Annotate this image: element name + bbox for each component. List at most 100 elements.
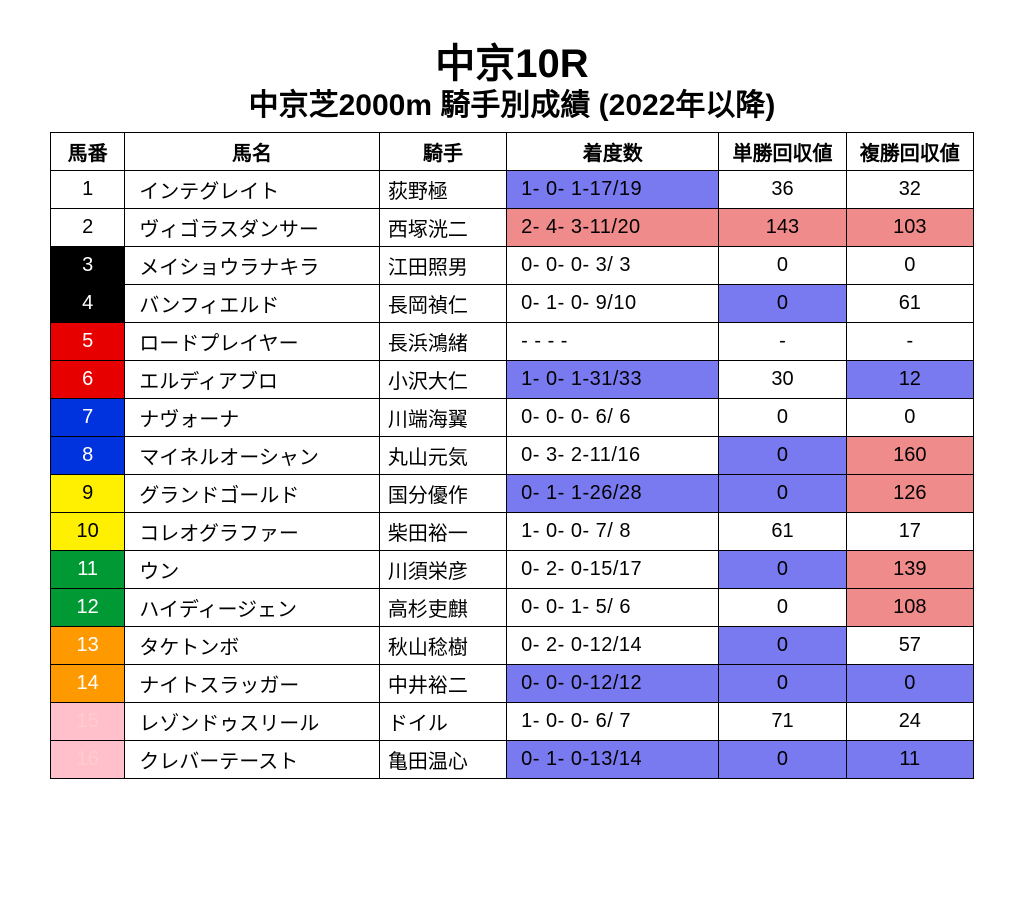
cell-jockey: 川須栄彦 xyxy=(379,551,506,589)
cell-record: 2- 4- 3-11/20 xyxy=(507,209,719,247)
cell-horse: ナヴォーナ xyxy=(125,399,380,437)
cell-win: 0 xyxy=(719,247,846,285)
col-header-record: 着度数 xyxy=(507,133,719,171)
cell-win: 0 xyxy=(719,551,846,589)
cell-record: 1- 0- 1-17/19 xyxy=(507,171,719,209)
cell-jockey: 西塚洸二 xyxy=(379,209,506,247)
cell-win: 36 xyxy=(719,171,846,209)
table-row: 1インテグレイト荻野極1- 0- 1-17/193632 xyxy=(51,171,974,209)
cell-win: 0 xyxy=(719,285,846,323)
cell-record: - - - - xyxy=(507,323,719,361)
cell-record: 0- 1- 0-13/14 xyxy=(507,741,719,779)
table-row: 12ハイディージェン高杉吏麒0- 0- 1- 5/ 60108 xyxy=(51,589,974,627)
cell-win: 0 xyxy=(719,589,846,627)
cell-jockey: 亀田温心 xyxy=(379,741,506,779)
cell-win: 30 xyxy=(719,361,846,399)
cell-record: 0- 0- 0- 3/ 3 xyxy=(507,247,719,285)
cell-num: 11 xyxy=(51,551,125,589)
cell-place: 61 xyxy=(846,285,973,323)
col-header-win: 単勝回収値 xyxy=(719,133,846,171)
cell-jockey: 長岡禎仁 xyxy=(379,285,506,323)
cell-win: 0 xyxy=(719,475,846,513)
cell-num: 13 xyxy=(51,627,125,665)
cell-jockey: 小沢大仁 xyxy=(379,361,506,399)
cell-place: 12 xyxy=(846,361,973,399)
cell-record: 0- 0- 0- 6/ 6 xyxy=(507,399,719,437)
cell-place: 139 xyxy=(846,551,973,589)
cell-place: 17 xyxy=(846,513,973,551)
cell-win: 0 xyxy=(719,741,846,779)
table-row: 5ロードプレイヤー長浜鴻緒 - - - - -- xyxy=(51,323,974,361)
table-row: 13タケトンボ秋山稔樹0- 2- 0-12/14057 xyxy=(51,627,974,665)
cell-win: 0 xyxy=(719,627,846,665)
cell-horse: ロードプレイヤー xyxy=(125,323,380,361)
col-header-num: 馬番 xyxy=(51,133,125,171)
cell-num: 9 xyxy=(51,475,125,513)
title-main: 中京10R xyxy=(50,40,974,88)
cell-win: 0 xyxy=(719,665,846,703)
cell-win: 0 xyxy=(719,399,846,437)
cell-jockey: 丸山元気 xyxy=(379,437,506,475)
title-sub: 中京芝2000m 騎手別成績 (2022年以降) xyxy=(50,88,974,124)
cell-place: 160 xyxy=(846,437,973,475)
cell-jockey: 高杉吏麒 xyxy=(379,589,506,627)
cell-record: 0- 0- 1- 5/ 6 xyxy=(507,589,719,627)
table-row: 16クレバーテースト亀田温心0- 1- 0-13/14011 xyxy=(51,741,974,779)
cell-num: 10 xyxy=(51,513,125,551)
cell-place: 0 xyxy=(846,665,973,703)
cell-horse: バンフィエルド xyxy=(125,285,380,323)
cell-num: 14 xyxy=(51,665,125,703)
table-row: 15レゾンドゥスリールドイル1- 0- 0- 6/ 77124 xyxy=(51,703,974,741)
table-row: 4バンフィエルド長岡禎仁0- 1- 0- 9/10061 xyxy=(51,285,974,323)
table-row: 9グランドゴールド国分優作0- 1- 1-26/280126 xyxy=(51,475,974,513)
cell-record: 0- 2- 0-12/14 xyxy=(507,627,719,665)
cell-jockey: 川端海翼 xyxy=(379,399,506,437)
cell-place: 32 xyxy=(846,171,973,209)
cell-num: 6 xyxy=(51,361,125,399)
jockey-stats-table: 馬番 馬名 騎手 着度数 単勝回収値 複勝回収値 1インテグレイト荻野極1- 0… xyxy=(50,132,974,779)
cell-place: 57 xyxy=(846,627,973,665)
cell-num: 8 xyxy=(51,437,125,475)
table-row: 7ナヴォーナ川端海翼0- 0- 0- 6/ 600 xyxy=(51,399,974,437)
cell-place: 24 xyxy=(846,703,973,741)
cell-num: 3 xyxy=(51,247,125,285)
cell-horse: コレオグラファー xyxy=(125,513,380,551)
cell-num: 12 xyxy=(51,589,125,627)
table-row: 10コレオグラファー柴田裕一1- 0- 0- 7/ 86117 xyxy=(51,513,974,551)
cell-record: 1- 0- 1-31/33 xyxy=(507,361,719,399)
cell-win: 0 xyxy=(719,437,846,475)
cell-horse: メイショウラナキラ xyxy=(125,247,380,285)
cell-num: 4 xyxy=(51,285,125,323)
cell-horse: ハイディージェン xyxy=(125,589,380,627)
col-header-jockey: 騎手 xyxy=(379,133,506,171)
cell-place: 126 xyxy=(846,475,973,513)
cell-jockey: 中井裕二 xyxy=(379,665,506,703)
cell-win: 61 xyxy=(719,513,846,551)
cell-record: 0- 2- 0-15/17 xyxy=(507,551,719,589)
cell-horse: ヴィゴラスダンサー xyxy=(125,209,380,247)
cell-horse: グランドゴールド xyxy=(125,475,380,513)
cell-jockey: 長浜鴻緒 xyxy=(379,323,506,361)
cell-num: 1 xyxy=(51,171,125,209)
table-row: 14ナイトスラッガー中井裕二0- 0- 0-12/1200 xyxy=(51,665,974,703)
cell-place: 108 xyxy=(846,589,973,627)
table-row: 11ウン川須栄彦0- 2- 0-15/170139 xyxy=(51,551,974,589)
cell-record: 1- 0- 0- 6/ 7 xyxy=(507,703,719,741)
cell-record: 0- 1- 0- 9/10 xyxy=(507,285,719,323)
cell-jockey: 国分優作 xyxy=(379,475,506,513)
cell-record: 0- 3- 2-11/16 xyxy=(507,437,719,475)
cell-num: 7 xyxy=(51,399,125,437)
cell-place: 0 xyxy=(846,399,973,437)
cell-jockey: 江田照男 xyxy=(379,247,506,285)
cell-horse: ナイトスラッガー xyxy=(125,665,380,703)
cell-num: 15 xyxy=(51,703,125,741)
cell-place: 0 xyxy=(846,247,973,285)
table-row: 8マイネルオーシャン丸山元気0- 3- 2-11/160160 xyxy=(51,437,974,475)
table-row: 2ヴィゴラスダンサー西塚洸二2- 4- 3-11/20143103 xyxy=(51,209,974,247)
cell-jockey: 荻野極 xyxy=(379,171,506,209)
cell-horse: インテグレイト xyxy=(125,171,380,209)
col-header-horse: 馬名 xyxy=(125,133,380,171)
cell-place: 11 xyxy=(846,741,973,779)
cell-jockey: 柴田裕一 xyxy=(379,513,506,551)
cell-horse: エルディアブロ xyxy=(125,361,380,399)
